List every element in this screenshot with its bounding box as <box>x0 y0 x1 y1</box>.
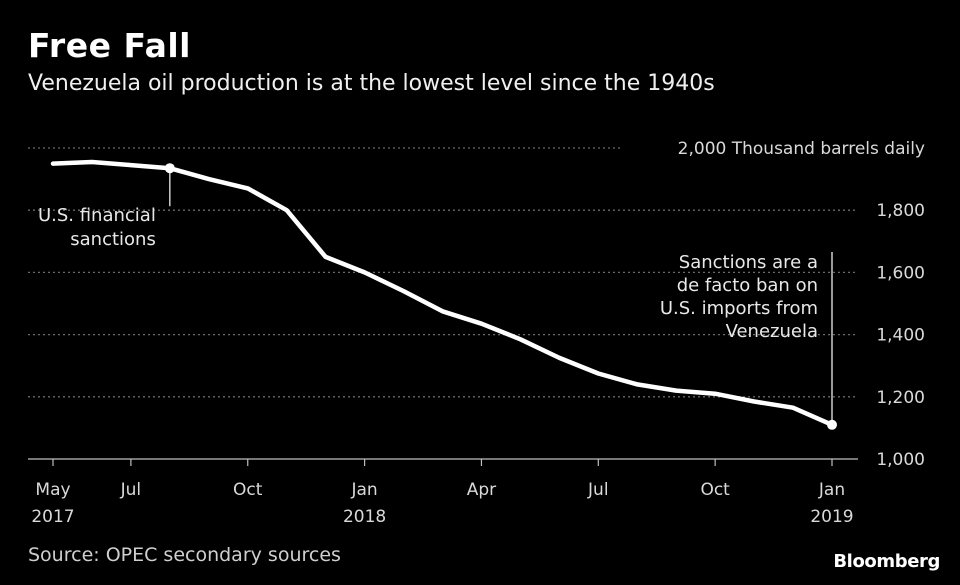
x-axis: May 2017 Jul Oct Jan 2018 Apr Jul Oct Jan 2019 <box>28 458 858 527</box>
annotation-0: U.S. financial sanctions <box>38 163 175 250</box>
x-tick-label-2018-01: Jan <box>350 480 377 500</box>
y-tick-label-1400: 1,400 <box>876 326 925 346</box>
annotation-marker-0 <box>164 163 175 174</box>
x-tick-label-2018-10: Oct <box>700 480 730 500</box>
y-tick-label-1200: 1,200 <box>876 388 925 408</box>
y-tick-label-1800: 1,800 <box>876 201 925 221</box>
chart-title: Free Fall <box>28 26 191 65</box>
annotation-text-1-0: Sanctions are a <box>679 252 818 273</box>
bloomberg-logo: Bloomberg <box>833 551 940 572</box>
annotation-1: Sanctions are ade facto ban onU.S. impor… <box>660 252 837 430</box>
x-tick-label-2018-04: Apr <box>467 480 496 500</box>
source-note: Source: OPEC secondary sources <box>28 544 341 566</box>
x-tick-label-2019-01: Jan <box>818 480 845 500</box>
annotation-text-1-3: Venezuela <box>726 321 818 342</box>
x-tick-label-2017-07: Jul <box>120 480 142 500</box>
x-tick-year-2019-01: 2019 <box>810 507 853 527</box>
x-tick-year-2018-01: 2018 <box>343 507 386 527</box>
x-tick-label-2017-10: Oct <box>233 480 263 500</box>
annotation-text-1-1: de facto ban on <box>677 275 818 296</box>
y-tick-label-2000: 2,000 Thousand barrels daily <box>678 139 925 159</box>
y-tick-label-1600: 1,600 <box>876 263 925 283</box>
y-axis-labels: 1,000 1,200 1,400 1,600 1,800 2,000 Thousand … <box>678 139 925 470</box>
annotation-marker-1 <box>827 419 837 430</box>
series-line-0 <box>50 159 835 428</box>
x-tick-label-2018-07: Jul <box>587 480 609 500</box>
x-tick-label-2017-05: May <box>35 480 70 500</box>
y-tick-label-1000: 1,000 <box>876 450 925 470</box>
x-tick-year-2017-05: 2017 <box>31 507 74 527</box>
annotations: U.S. financial sanctions Sanctions are ade… <box>38 163 837 430</box>
series <box>50 159 835 428</box>
annotation-text-0-1: sanctions <box>70 229 156 250</box>
chart-subtitle: Venezuela oil production is at the lowes… <box>28 71 715 96</box>
annotation-text-1-2: U.S. imports from <box>660 298 818 319</box>
annotation-text-0-0: U.S. financial <box>38 205 156 226</box>
